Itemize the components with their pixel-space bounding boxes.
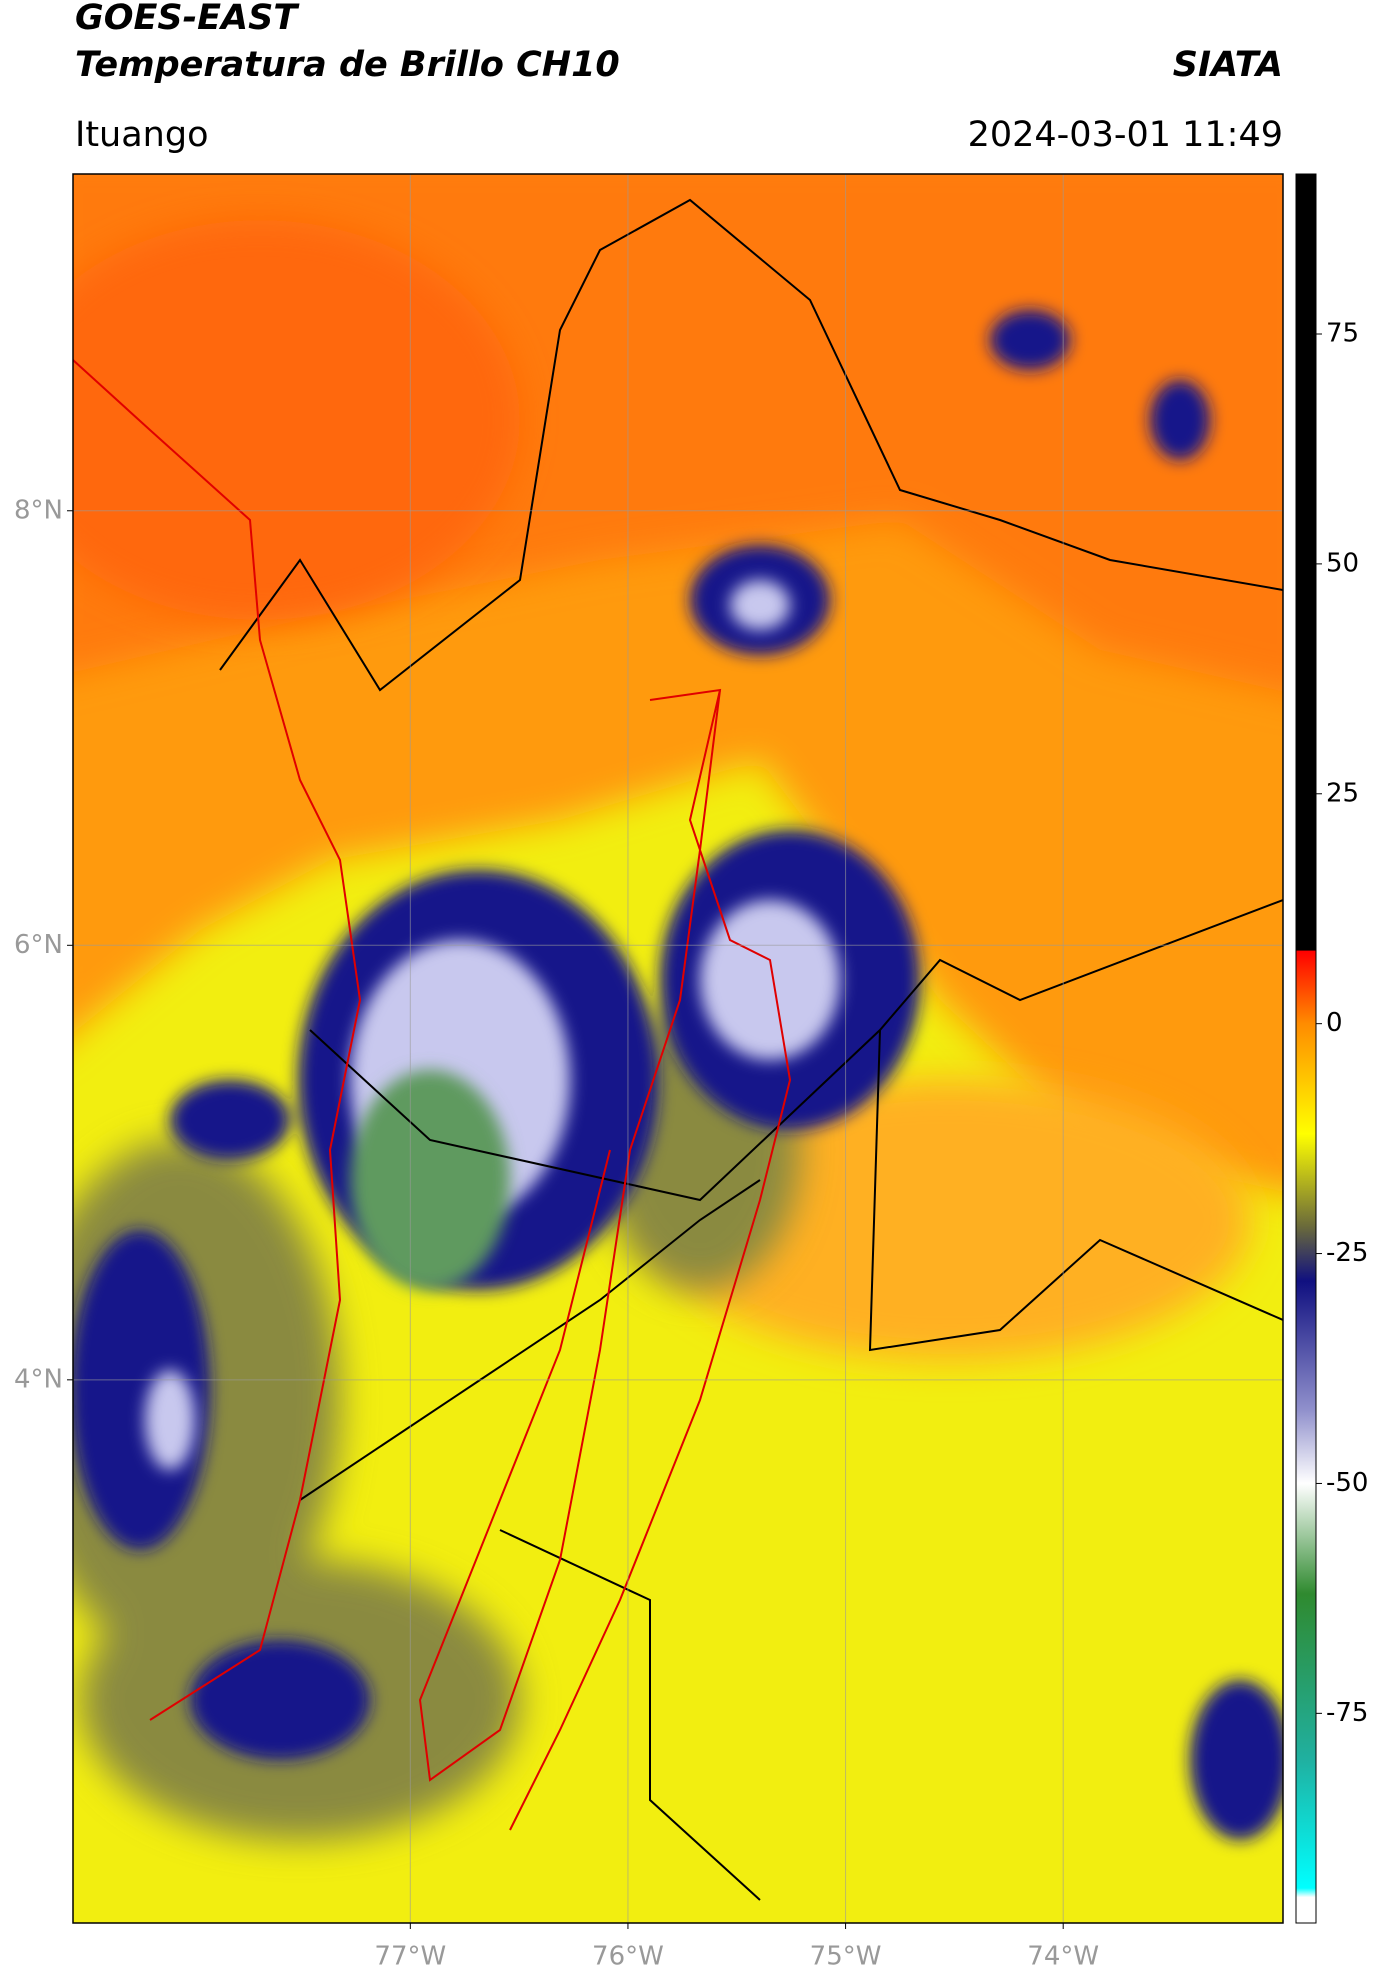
colorbar-tick-label: 0 bbox=[1326, 1008, 1343, 1038]
map-frame bbox=[72, 173, 1284, 1924]
colorbar-tick-label: 50 bbox=[1326, 548, 1359, 578]
colorbar-tick-label: -50 bbox=[1326, 1468, 1368, 1498]
lat-tick-label: 8°N bbox=[14, 495, 63, 525]
lon-tick-label: 75°W bbox=[810, 1942, 882, 1972]
lon-tick-label: 77°W bbox=[374, 1942, 446, 1972]
colorbar-tick-label: -75 bbox=[1326, 1698, 1368, 1728]
location: Ituango bbox=[75, 115, 209, 155]
satellite-image bbox=[73, 174, 1283, 1923]
colorbar-tick-label: -25 bbox=[1326, 1238, 1368, 1268]
lat-tick-label: 4°N bbox=[14, 1364, 63, 1394]
graticule bbox=[73, 174, 1283, 1923]
subtitle: Temperatura de Brillo CH10 bbox=[75, 45, 620, 85]
colorbar-ticks: 75 50 25 0 -25 -50 -75 bbox=[1316, 319, 1368, 1728]
organization: SIATA bbox=[1173, 45, 1283, 85]
colorbar-tick-label: 25 bbox=[1326, 778, 1359, 808]
datetime: 2024-03-01 11:49 bbox=[968, 115, 1283, 155]
colorbar-tick-label: 75 bbox=[1326, 319, 1359, 349]
lon-tick-label: 76°W bbox=[592, 1942, 664, 1972]
colorbar bbox=[1295, 173, 1317, 1924]
lat-tick-label: 6°N bbox=[14, 930, 63, 960]
lon-tick-label: 74°W bbox=[1027, 1942, 1099, 1972]
title: GOES-EAST bbox=[75, 0, 300, 38]
